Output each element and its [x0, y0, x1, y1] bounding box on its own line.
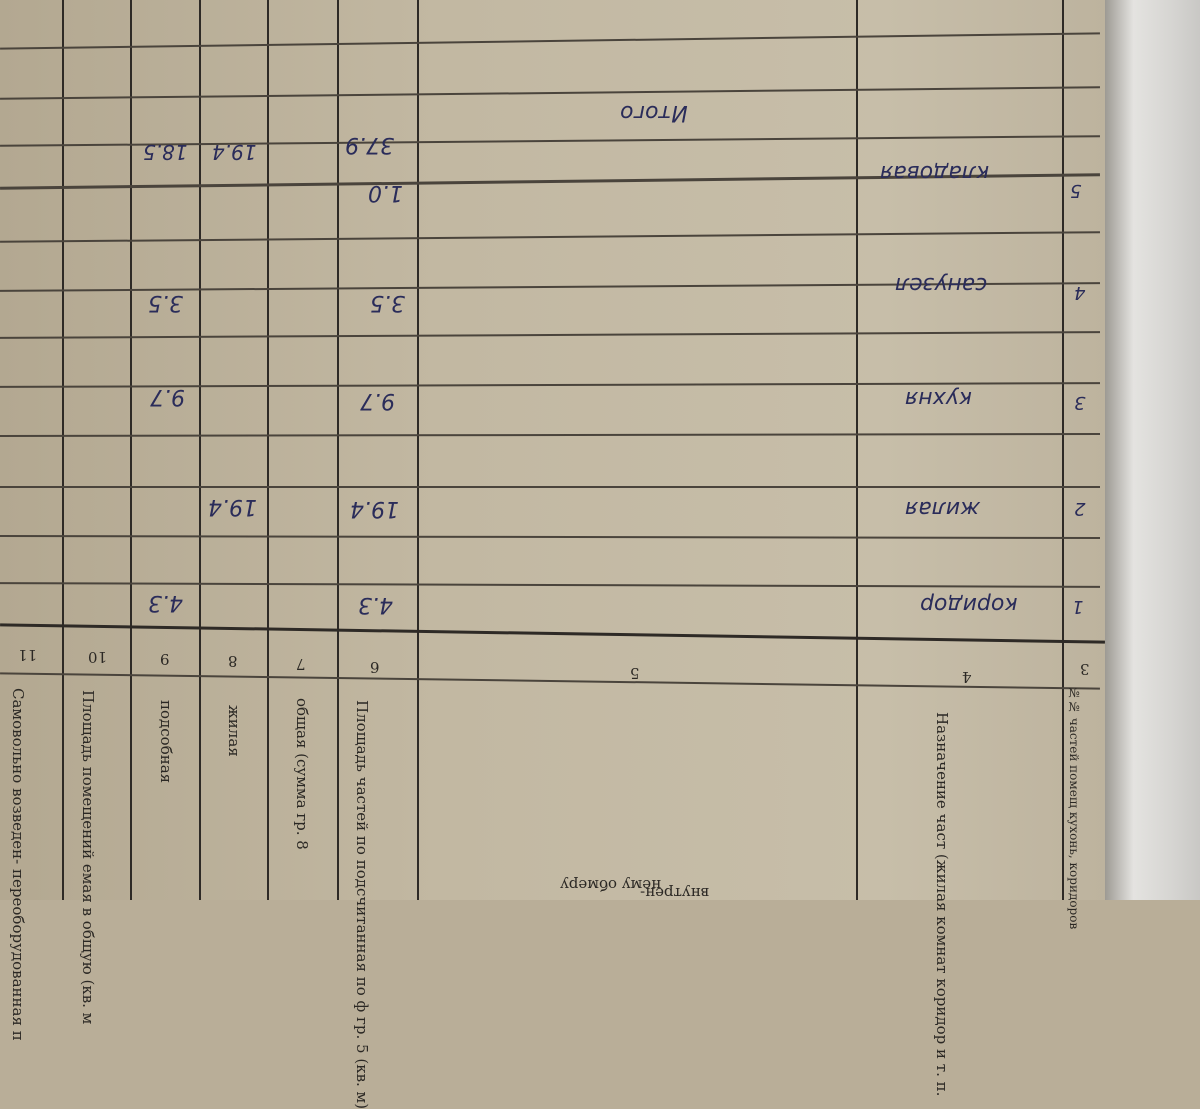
- header-line: переоборудованная п: [9, 869, 27, 1041]
- room-name: кладовая: [880, 160, 990, 185]
- col-number: 4: [962, 668, 972, 686]
- column-divider: [199, 0, 201, 900]
- header-line: гр. 5 (кв. м): [353, 1017, 371, 1109]
- room-name: жилая: [905, 496, 980, 521]
- header-line: подсчитанная по ф: [353, 859, 371, 1013]
- room-name: коридор: [920, 592, 1018, 617]
- row-number: 3: [1074, 392, 1086, 413]
- column-divider: [267, 0, 269, 900]
- living-area: 19.4: [208, 494, 257, 519]
- aux-area: 9.7: [150, 384, 185, 409]
- total-living: 19.4: [212, 140, 257, 164]
- col3-header: №№ частей помещ кухонь, коридоров: [1066, 686, 1081, 929]
- col5-text: внутрен-: [640, 884, 710, 902]
- column-divider: [62, 0, 64, 900]
- header-line: коридор и т. п.: [933, 978, 951, 1097]
- column-divider: [130, 0, 132, 900]
- row-number: 2: [1074, 498, 1086, 519]
- header-line: Самовольно возведен-: [9, 688, 27, 865]
- header-line: №№ частей помещ: [1067, 686, 1081, 808]
- col-number: 6: [370, 658, 380, 676]
- col-number: 3: [1080, 660, 1090, 678]
- column-divider: [337, 0, 339, 900]
- header-line: Площадь частей по: [353, 700, 371, 855]
- form-page: [0, 0, 1105, 900]
- col9-header: подсобная: [157, 700, 175, 784]
- room-area: 4.3: [358, 592, 393, 617]
- col10-header: Площадь помещений емая в общую (кв. м: [78, 690, 97, 1024]
- room-area: 1.0: [368, 180, 403, 205]
- col8-header: жилая: [225, 705, 243, 757]
- total-aux: 18.5: [143, 140, 188, 164]
- plastic-sleeve: [1105, 0, 1200, 900]
- aux-area: 4.3: [148, 590, 183, 615]
- row-number: 1: [1072, 596, 1084, 617]
- col-number: 9: [160, 650, 170, 668]
- total-label: Итого: [620, 100, 688, 125]
- room-name: санузел: [895, 272, 988, 297]
- room-area: 9.7: [360, 388, 395, 413]
- col11-header: Самовольно возведен- переоборудованная п: [8, 688, 27, 1041]
- col4-header: Назначение част (жилая комнат коридор и …: [932, 712, 951, 1096]
- row-number: 4: [1074, 282, 1086, 303]
- col7-header: общая (сумма гр. 8: [293, 698, 311, 850]
- room-name: кухня: [905, 386, 972, 411]
- room-area: 3.5: [370, 290, 405, 315]
- aux-area: 3.5: [148, 290, 183, 315]
- column-divider: [856, 0, 858, 900]
- col-number: 7: [296, 655, 306, 673]
- header-line: емая в общую (кв. м: [79, 863, 97, 1025]
- room-area: 19.4: [350, 496, 399, 521]
- col6-header: Площадь частей по подсчитанная по ф гр. …: [352, 700, 371, 1109]
- header-line: кухонь, коридоров: [1067, 811, 1081, 930]
- column-divider: [1062, 0, 1064, 900]
- row-line: [0, 486, 1100, 488]
- col-number: 10: [88, 648, 108, 666]
- header-line: Площадь помещений: [79, 690, 97, 860]
- header-line: Назначение част: [933, 712, 951, 850]
- col-number: 5: [630, 664, 640, 682]
- header-line: (жилая комнат: [933, 853, 951, 974]
- col-number: 11: [18, 646, 38, 664]
- column-divider: [417, 0, 419, 900]
- row-number: 5: [1070, 180, 1082, 201]
- total-area: 37.9: [345, 132, 394, 157]
- col-number: 8: [228, 652, 238, 670]
